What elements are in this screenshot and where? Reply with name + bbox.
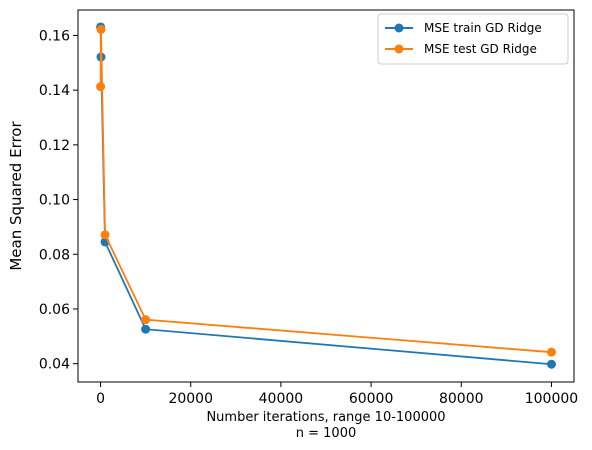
- y-tick-label: 0.06: [39, 302, 70, 318]
- y-axis: 0.04 0.06 0.08 0.10 0.12 0.14 0.16: [39, 28, 78, 373]
- y-tick-label: 0.08: [39, 247, 70, 263]
- legend-box: [377, 13, 569, 65]
- x-tick-label: 0: [96, 391, 105, 407]
- data-point-1-4: [546, 347, 556, 357]
- data-point-1-3: [141, 315, 151, 325]
- legend-marker-test: [394, 44, 404, 54]
- x-tick-label: 100000: [525, 391, 578, 407]
- y-tick-label: 0.04: [39, 357, 70, 373]
- x-axis-sublabel: n = 1000: [296, 426, 356, 441]
- series-line-1: [99, 29, 552, 354]
- y-tick-label: 0.16: [39, 28, 70, 44]
- data-point-1-2: [100, 230, 110, 240]
- x-tick-label: 20000: [168, 391, 213, 407]
- legend-label-test: MSE test GD Ridge: [424, 42, 537, 56]
- legend-label-train: MSE train GD Ridge: [424, 21, 542, 35]
- plot-area: [96, 22, 556, 369]
- y-axis-label: Mean Squared Error: [7, 121, 25, 271]
- legend-marker-train: [394, 23, 404, 33]
- data-point-1-0: [96, 82, 106, 92]
- y-tick-label: 0.12: [39, 138, 70, 154]
- x-tick-label: 60000: [349, 391, 394, 407]
- legend: MSE train GD Ridge MSE test GD Ridge: [377, 13, 569, 65]
- y-tick-label: 0.14: [39, 83, 70, 99]
- data-point-1-1: [96, 24, 106, 34]
- data-point-0-3: [141, 324, 151, 334]
- axes-frame: [77, 9, 575, 383]
- x-tick-label: 80000: [439, 391, 484, 407]
- y-tick-label: 0.10: [39, 193, 70, 209]
- data-point-0-4: [546, 359, 556, 369]
- x-tick-label: 40000: [259, 391, 304, 407]
- x-axis: 0 20000 40000 60000 80000 100000: [96, 382, 578, 407]
- series-line-0: [99, 26, 552, 366]
- x-axis-label: Number iterations, range 10-100000: [206, 410, 445, 425]
